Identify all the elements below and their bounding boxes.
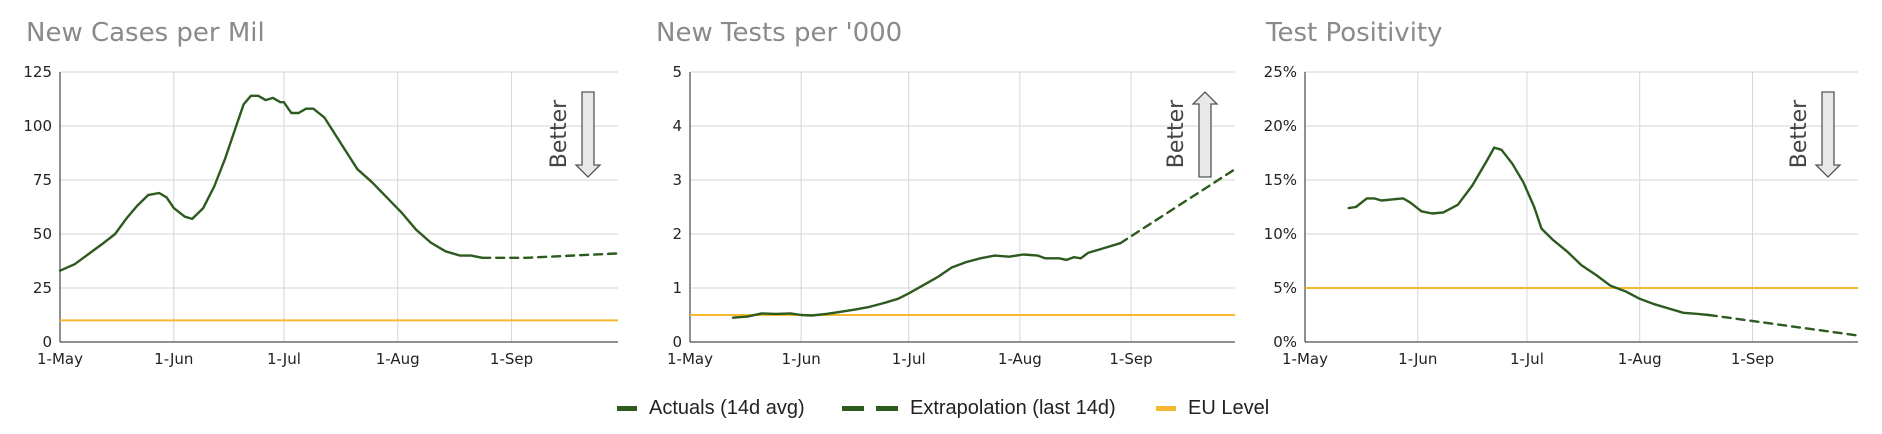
actuals-line <box>1347 146 1710 317</box>
actuals-line <box>731 241 1122 319</box>
extrapolation-line <box>481 252 620 259</box>
x-tick-label: 1-Aug <box>376 350 420 368</box>
chart-legend: Actuals (14d avg) Extrapolation (last 14… <box>0 393 1882 423</box>
x-tick-label: 1-May <box>1282 350 1328 368</box>
chart-panel-new-cases: New Cases per Mil 0 25 50 75 100 125 1-May 1-Ju… <box>0 0 630 380</box>
legend-item-actuals: Actuals (14d avg) <box>617 393 805 423</box>
x-tick-label: 1-Jun <box>1398 350 1437 368</box>
x-tick-label: 1-May <box>667 350 713 368</box>
better-arrow-icon <box>1814 91 1842 178</box>
legend-item-extrapolation: Extrapolation (last 14d) <box>842 393 1116 423</box>
better-arrow-icon <box>1191 91 1219 178</box>
x-tick-label: 1-Sep <box>1731 350 1774 368</box>
y-tick-label: 2 <box>672 225 682 243</box>
extrapolation-line <box>1119 167 1237 245</box>
better-label: Better <box>1164 99 1189 168</box>
x-tick-label: 1-Aug <box>998 350 1042 368</box>
y-tick-label: 4 <box>672 117 682 135</box>
x-tick-label: 1-Jul <box>1510 350 1544 368</box>
y-tick-label: 10% <box>1264 225 1297 243</box>
extrapolation-line <box>1707 313 1860 337</box>
better-label: Better <box>547 99 572 168</box>
legend-swatch-solid <box>617 405 637 411</box>
chart-new-cases: 0 25 50 75 100 125 1-May 1-Jun 1-Jul 1-Aug 1-Sep Be… <box>23 63 620 368</box>
legend-item-eu-level: EU Level <box>1156 393 1269 423</box>
x-tick-label: 1-May <box>37 350 83 368</box>
chart-panel-new-tests: New Tests per '000 0 1 2 3 4 5 1-May 1-Jun 1-Jul… <box>630 0 1260 380</box>
y-tick-label: 20% <box>1264 117 1297 135</box>
y-tick-label: 25% <box>1264 63 1297 81</box>
y-tick-label: 25 <box>33 279 52 297</box>
x-tick-label: 1-Jun <box>782 350 821 368</box>
y-tick-label: 15% <box>1264 171 1297 189</box>
y-tick-label: 5 <box>672 63 682 81</box>
x-tick-label: 1-Jun <box>154 350 193 368</box>
x-tick-label: 1-Jul <box>267 350 301 368</box>
x-tick-label: 1-Sep <box>490 350 533 368</box>
y-tick-label: 0 <box>42 333 52 351</box>
chart-panel-test-positivity: Test Positivity 0% 5% 10% 15% 20% 25% 1-May 1-J… <box>1260 0 1882 380</box>
chart-title: New Cases per Mil <box>26 18 265 48</box>
y-tick-label: 0 <box>672 333 682 351</box>
y-tick-label: 0% <box>1273 333 1297 351</box>
legend-swatch-dashed <box>842 405 898 411</box>
y-tick-label: 125 <box>23 63 52 81</box>
chart-test-positivity: 0% 5% 10% 15% 20% 25% 1-May 1-Jun 1-Jul 1-Aug 1-Se… <box>1264 63 1860 368</box>
better-label: Better <box>1787 99 1812 168</box>
y-tick-label: 50 <box>33 225 52 243</box>
chart-title: New Tests per '000 <box>656 18 903 48</box>
better-arrow-icon <box>574 91 602 178</box>
y-tick-label: 5% <box>1273 279 1297 297</box>
x-tick-label: 1-Jul <box>892 350 926 368</box>
legend-swatch-eu <box>1156 405 1176 411</box>
actuals-line <box>58 94 484 272</box>
legend-label-actuals: Actuals (14d avg) <box>649 396 805 419</box>
legend-label-eu: EU Level <box>1188 396 1270 419</box>
chart-title: Test Positivity <box>1266 18 1443 48</box>
x-tick-label: 1-Sep <box>1109 350 1152 368</box>
chart-new-tests: 0 1 2 3 4 5 1-May 1-Jun 1-Jul 1-Aug 1-Sep Better <box>667 63 1237 368</box>
y-tick-label: 3 <box>672 171 682 189</box>
y-tick-label: 100 <box>23 117 52 135</box>
legend-label-extrapolation: Extrapolation (last 14d) <box>910 396 1116 419</box>
y-tick-label: 75 <box>33 171 52 189</box>
y-tick-label: 1 <box>672 279 682 297</box>
x-tick-label: 1-Aug <box>1618 350 1662 368</box>
